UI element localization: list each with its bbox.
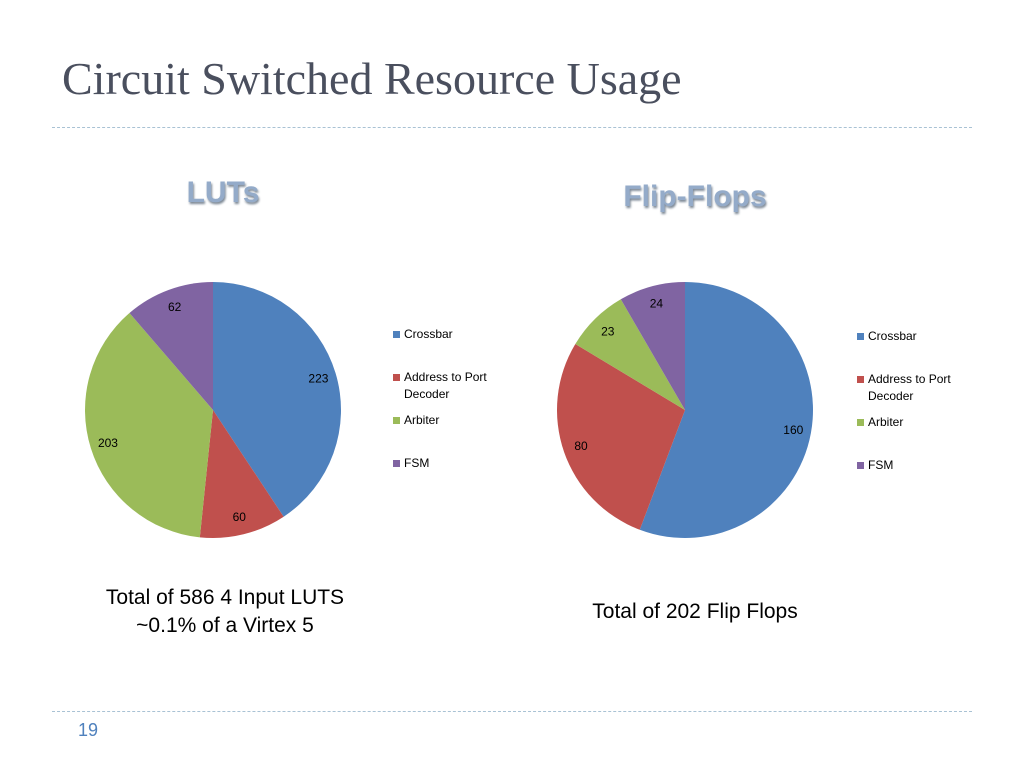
ff-legend-swatch-address-to-port-decoder — [857, 376, 864, 383]
bottom-divider — [52, 711, 972, 712]
luts-legend-swatch-fsm — [393, 460, 400, 467]
luts-caption-total: Total of 586 4 Input LUTS — [105, 586, 345, 609]
luts-label-crossbar: 223 — [308, 371, 328, 385]
ff-legend-label-crossbar: Crossbar — [868, 329, 917, 343]
flip-flops-caption: Total of 202 Flip Flops — [592, 600, 798, 623]
luts-label-arbiter: 203 — [98, 436, 118, 450]
luts-slice-fsm — [129, 282, 213, 410]
slide-title: Circuit Switched Resource Usage — [62, 53, 682, 104]
ff-legend-label-address-to-port-decoder: Address to Port Decoder — [868, 372, 951, 403]
luts-legend-item-address-to-port-decoder: Address to Port Decoder — [393, 369, 513, 403]
luts-legend-label-arbiter: Arbiter — [404, 413, 440, 427]
ff-legend-swatch-fsm — [857, 462, 864, 469]
top-divider — [52, 127, 972, 128]
ff-slice-arbiter — [575, 299, 685, 410]
luts-legend-item-crossbar: Crossbar — [393, 326, 513, 343]
luts-chart-title: LUTs — [186, 176, 260, 209]
luts-legend-label-crossbar: Crossbar — [404, 327, 453, 341]
luts-slice-arbiter — [84, 313, 214, 538]
ff-legend-item-arbiter: Arbiter — [857, 414, 977, 431]
ff-legend-item-address-to-port-decoder: Address to Port Decoder — [857, 371, 977, 405]
ff-slice-crossbar — [639, 282, 813, 538]
ff-slice-address-to-port-decoder — [556, 343, 685, 530]
ff-label-crossbar: 160 — [783, 423, 803, 437]
ff-label-arbiter: 23 — [601, 325, 615, 339]
luts-label-address-to-port-decoder: 60 — [233, 510, 247, 524]
luts-legend-swatch-crossbar — [393, 331, 400, 338]
ff-legend-swatch-crossbar — [857, 333, 864, 340]
luts-legend-item-arbiter: Arbiter — [393, 412, 513, 429]
ff-label-fsm: 24 — [650, 297, 664, 311]
luts-legend-label-address-to-port-decoder: Address to Port Decoder — [404, 370, 487, 401]
luts-caption: Total of 586 4 Input LUTS ~0.1% of a Vir… — [106, 584, 344, 640]
luts-slice-crossbar — [213, 282, 341, 517]
luts-caption-percent: ~0.1% of a Virtex 5 — [136, 614, 314, 637]
ff-legend-label-arbiter: Arbiter — [868, 415, 904, 429]
luts-pie-chart: 223 60 203 62 — [84, 282, 341, 538]
ff-label-address-to-port-decoder: 80 — [574, 439, 588, 453]
luts-slice-address-to-port-decoder — [199, 410, 284, 538]
luts-legend-item-fsm: FSM — [393, 455, 513, 472]
luts-legend-label-fsm: FSM — [404, 456, 430, 470]
luts-label-fsm: 62 — [168, 300, 182, 314]
luts-legend-swatch-arbiter — [393, 417, 400, 424]
luts-legend-swatch-address-to-port-decoder — [393, 374, 400, 381]
flip-flops-chart-title: Flip-Flops — [623, 180, 767, 213]
ff-legend-swatch-arbiter — [857, 419, 864, 426]
ff-legend-item-fsm: FSM — [857, 457, 977, 474]
ff-legend-label-fsm: FSM — [868, 458, 894, 472]
flip-flops-legend: Crossbar Address to Port Decoder Arbiter FS… — [857, 328, 977, 500]
ff-legend-item-crossbar: Crossbar — [857, 328, 977, 345]
ff-slice-fsm — [620, 282, 685, 410]
luts-legend: Crossbar Address to Port Decoder Arbiter FS… — [393, 326, 513, 498]
flip-flops-pie-chart: 160 80 23 24 — [556, 282, 813, 538]
page-number: 19 — [78, 720, 99, 740]
